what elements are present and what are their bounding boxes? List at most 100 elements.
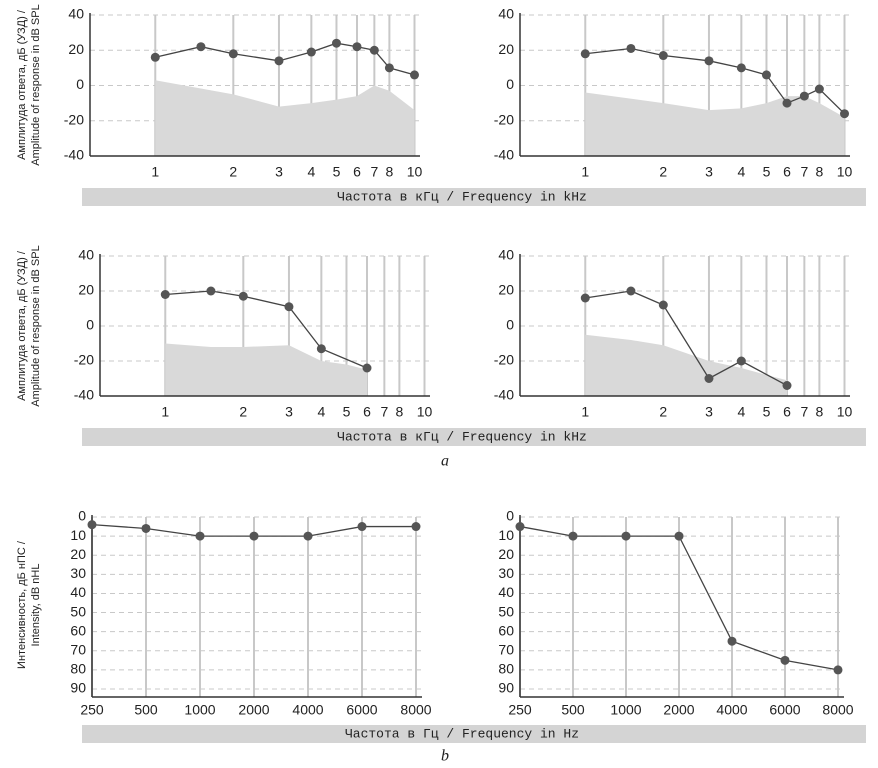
data-point: [331, 38, 341, 48]
x-tick-label: 2: [659, 404, 667, 420]
y-tick-label: 80: [70, 661, 86, 677]
x-tick-label: 1000: [610, 702, 641, 718]
panel-label: a: [441, 453, 449, 470]
y-tick-label: 50: [70, 603, 86, 619]
data-point: [284, 302, 294, 312]
data-point: [238, 291, 248, 301]
x-tick-label: 1: [151, 164, 159, 180]
response-line: [165, 290, 368, 369]
y-tick-label: 60: [70, 622, 86, 638]
data-point: [658, 300, 668, 310]
y-tick-label: 0: [506, 76, 514, 92]
noise-floor-area: [165, 343, 367, 396]
data-point: [87, 520, 97, 530]
y-axis-label: Amplitude of response in dB SPL: [30, 4, 42, 165]
x-tick-label: 5: [763, 404, 771, 420]
data-point: [780, 655, 790, 665]
data-point: [626, 43, 636, 53]
x-tick-label: 250: [508, 702, 532, 718]
x-tick-label: 8: [385, 164, 393, 180]
x-tick-label: 8: [815, 164, 823, 180]
data-point: [141, 523, 151, 533]
x-tick-label: 8: [815, 404, 823, 420]
y-tick-label: 40: [68, 6, 84, 22]
y-axis-label: Amplitude of response in dB SPL: [30, 245, 42, 406]
data-point: [704, 374, 714, 383]
x-tick-label: 6: [353, 164, 361, 180]
data-point: [384, 63, 394, 73]
data-point: [515, 522, 525, 532]
y-tick-label: 40: [70, 584, 86, 600]
x-tick-label: 2: [659, 164, 667, 180]
data-point: [674, 531, 684, 541]
data-point: [833, 665, 843, 675]
x-tick-label: 7: [800, 404, 808, 420]
response-line: [155, 42, 415, 76]
x-tick-label: 4: [737, 404, 745, 420]
y-tick-label: 0: [86, 317, 94, 333]
x-tick-label: 6: [783, 404, 791, 420]
data-point: [369, 45, 379, 55]
x-tick-label: 250: [80, 702, 104, 718]
x-tick-label: 6000: [346, 702, 377, 718]
x-tick-label: 8: [395, 404, 403, 420]
y-tick-label: 20: [498, 282, 514, 298]
y-tick-label: 10: [70, 527, 86, 543]
x-tick-label: 4000: [292, 702, 323, 718]
y-tick-label: 90: [498, 680, 514, 696]
y-tick-label: 30: [70, 565, 86, 581]
x-tick-label: 7: [380, 404, 388, 420]
data-point: [580, 293, 590, 303]
x-tick-label: 6: [783, 164, 791, 180]
y-tick-label: 70: [498, 641, 514, 657]
x-tick-label: 3: [705, 164, 713, 180]
y-axis-label: Амплитуда ответа, дБ (УЗД) /: [16, 9, 28, 160]
y-tick-label: 10: [498, 527, 514, 543]
x-tick-label: 2: [239, 404, 247, 420]
y-tick-label: 20: [78, 282, 94, 298]
x-tick-label: 5: [333, 164, 341, 180]
y-tick-label: 20: [70, 546, 86, 562]
x-tick-label: 1: [581, 404, 589, 420]
x-tick-label: 1: [581, 164, 589, 180]
data-point: [196, 42, 206, 52]
x-axis-label: Частота в кГц / Frequency in kHz: [337, 429, 587, 444]
data-point: [621, 531, 631, 541]
data-point: [736, 356, 746, 366]
data-point: [782, 381, 792, 390]
x-tick-label: 3: [285, 404, 293, 420]
x-tick-label: 5: [343, 404, 351, 420]
x-tick-label: 10: [407, 164, 423, 180]
y-axis-label: Амплитуда ответа, дБ (УЗД) /: [16, 250, 28, 401]
x-axis-label: Частота в кГц / Frequency in kHz: [337, 189, 587, 204]
x-tick-label: 3: [275, 164, 283, 180]
y-tick-label: 50: [498, 603, 514, 619]
data-point: [736, 63, 746, 73]
data-point: [626, 286, 636, 296]
data-point: [840, 109, 850, 119]
y-tick-label: 40: [498, 6, 514, 22]
y-axis-label: Intensity, dB nHL: [30, 564, 42, 647]
y-tick-label: 40: [498, 247, 514, 263]
data-point: [568, 531, 578, 541]
x-tick-label: 1000: [184, 702, 215, 718]
y-tick-label: 90: [70, 680, 86, 696]
y-tick-label: -40: [74, 387, 94, 403]
y-tick-label: 20: [498, 546, 514, 562]
x-tick-label: 10: [837, 164, 853, 180]
response-line: [585, 290, 788, 387]
x-tick-label: 4000: [716, 702, 747, 718]
panel-label: b: [441, 748, 449, 765]
data-point: [306, 47, 316, 57]
y-tick-label: 20: [68, 41, 84, 57]
x-label-banner: [82, 188, 866, 206]
x-tick-label: 4: [307, 164, 315, 180]
data-point: [160, 290, 170, 299]
data-point: [362, 363, 372, 373]
data-point: [316, 344, 326, 354]
x-tick-label: 6000: [769, 702, 800, 718]
x-tick-label: 7: [370, 164, 378, 180]
x-tick-label: 2000: [238, 702, 269, 718]
data-point: [195, 531, 205, 541]
y-tick-label: 60: [498, 622, 514, 638]
